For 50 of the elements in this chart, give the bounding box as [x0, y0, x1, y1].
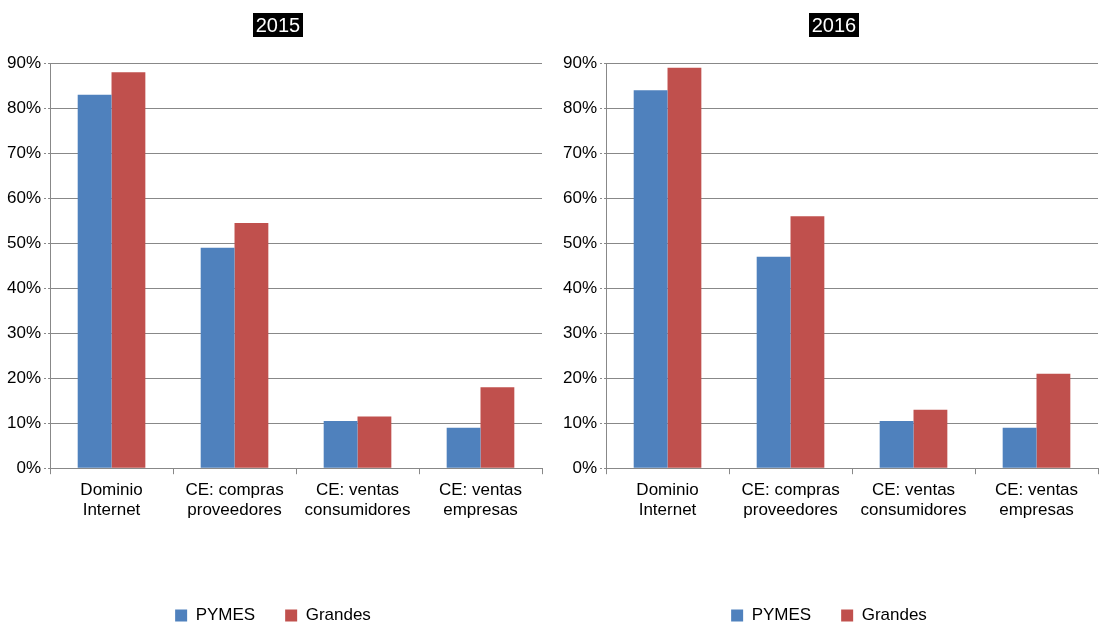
y-tick-label: 60%	[562, 187, 598, 207]
legend-label: PYMES	[195, 605, 256, 625]
legend-label: Grandes	[861, 605, 927, 625]
y-tick-label: 60%	[6, 187, 42, 207]
bar	[77, 94, 112, 468]
bar	[879, 420, 914, 468]
y-tick-label: 40%	[562, 277, 598, 297]
y-tick-label: 90%	[562, 52, 598, 72]
bar	[790, 216, 825, 468]
y-tick-label: 10%	[6, 412, 42, 432]
bar	[1036, 373, 1071, 468]
bar	[1002, 427, 1037, 468]
chart-title: 2015	[252, 13, 304, 37]
y-tick-label: 40%	[6, 277, 42, 297]
x-tick-label: Dominio Internet	[636, 480, 699, 520]
x-tick-label: CE: ventas empresas	[994, 480, 1079, 520]
y-tick-label: 10%	[562, 412, 598, 432]
y-tick-label: 70%	[6, 142, 42, 162]
y-tick-label: 80%	[562, 97, 598, 117]
y-tick-label: 50%	[6, 232, 42, 252]
x-tick-label: CE: ventas empresas	[438, 480, 523, 520]
legend-label: Grandes	[305, 605, 371, 625]
y-tick-label: 70%	[562, 142, 598, 162]
bar	[633, 90, 668, 468]
chart-title: 2016	[808, 13, 860, 37]
x-tick-label: CE: compras proveedores	[741, 480, 840, 520]
y-tick-label: 0%	[572, 457, 598, 477]
bar	[323, 420, 358, 468]
legend-label: PYMES	[751, 605, 812, 625]
y-tick-label: 20%	[562, 367, 598, 387]
y-tick-label: 30%	[6, 322, 42, 342]
x-tick-label: CE: compras proveedores	[185, 480, 284, 520]
bar	[234, 222, 269, 468]
bar	[756, 256, 791, 468]
bar	[200, 247, 235, 468]
y-tick-label: 50%	[562, 232, 598, 252]
y-tick-label: 20%	[6, 367, 42, 387]
y-tick-label: 90%	[6, 52, 42, 72]
bar	[111, 72, 146, 468]
y-tick-label: 0%	[16, 457, 42, 477]
y-tick-label: 30%	[562, 322, 598, 342]
bar	[913, 409, 948, 468]
x-tick-label: CE: ventas consumidores	[860, 480, 967, 520]
y-tick-label: 80%	[6, 97, 42, 117]
bar	[667, 67, 702, 468]
bar	[480, 387, 515, 468]
x-tick-label: CE: ventas consumidores	[304, 480, 411, 520]
x-tick-label: Dominio Internet	[80, 480, 143, 520]
bar	[357, 416, 392, 468]
bar	[446, 427, 481, 468]
